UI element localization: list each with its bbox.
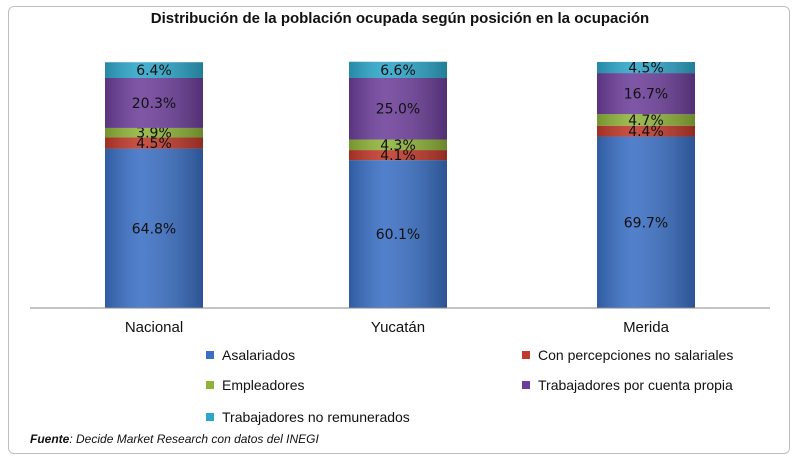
legend-swatch-empleadores [206, 381, 214, 389]
data-label-nacional-asalariados: 64.8% [132, 221, 176, 237]
bar-nacional-asalariados-shading [105, 148, 203, 308]
bar-nacional-trabajadores-por-cuenta-propia-shading [105, 77, 203, 128]
legend-label-con-percepciones: Con percepciones no salariales [538, 347, 734, 363]
data-label-yucatan-con-percepciones-no-salariales: 4.1% [380, 148, 416, 164]
source-label: Fuente [30, 432, 70, 446]
data-label-nacional-empleadores: 3.9% [136, 126, 172, 142]
legend-swatch-no-remunerados [206, 413, 214, 421]
legend-item-asalariados: Asalariados [206, 347, 295, 363]
legend-item-empleadores: Empleadores [206, 377, 305, 393]
data-label-yucatan-trabajadores-no-remunerados: 6.6% [380, 63, 416, 79]
data-label-yucatan-trabajadores-por-cuenta-propia: 25.0% [376, 102, 420, 118]
data-label-nacional-trabajadores-por-cuenta-propia: 20.3% [132, 96, 176, 112]
x-tick-label-merida: Merida [623, 319, 670, 336]
bar-nacional-trabajadores-no-remunerados-shading [105, 62, 203, 78]
x-tick-label-yucatan: Yucatán [371, 319, 425, 336]
data-label-nacional-trabajadores-no-remunerados: 6.4% [136, 63, 172, 79]
legend-swatch-asalariados [206, 351, 214, 359]
bar-nacional-empleadores-shading [105, 127, 203, 138]
source-note: Fuente: Decide Market Research con datos… [30, 432, 319, 446]
chart-title: Distribución de la población ocupada seg… [150, 10, 650, 27]
legend-swatch-con-percepciones [522, 351, 530, 359]
data-label-merida-con-percepciones-no-salariales: 4.4% [628, 124, 664, 140]
legend-swatch-cuenta-propia [522, 381, 530, 389]
bar-yucatan-trabajadores-no-remunerados-shading [349, 61, 447, 78]
data-label-merida-trabajadores-por-cuenta-propia: 16.7% [624, 87, 668, 103]
legend-item-con-percepciones: Con percepciones no salariales [522, 347, 733, 363]
bar-merida-trabajadores-por-cuenta-propia-shading [597, 73, 695, 115]
data-label-yucatan-empleadores: 4.3% [380, 138, 416, 154]
source-text: : Decide Market Research con datos del I… [69, 432, 319, 446]
legend-label-empleadores: Empleadores [222, 377, 305, 393]
data-label-nacional-con-percepciones-no-salariales: 4.5% [136, 136, 172, 152]
bar-merida-con-percepciones-no-salariales-shading [597, 125, 695, 137]
x-tick-label-nacional: Nacional [125, 319, 183, 336]
bar-yucatan-trabajadores-por-cuenta-propia-shading [349, 77, 447, 140]
bar-merida-empleadores-shading [597, 114, 695, 126]
legend-label-cuenta-propia: Trabajadores por cuenta propia [538, 377, 733, 393]
data-label-merida-empleadores: 4.7% [628, 113, 664, 129]
bar-yucatan-con-percepciones-no-salariales-shading [349, 150, 447, 161]
data-label-merida-trabajadores-no-remunerados: 4.5% [628, 61, 664, 77]
bar-nacional-con-percepciones-no-salariales-shading [105, 137, 203, 149]
legend-label-no-remunerados: Trabajadores no remunerados [222, 409, 410, 425]
data-label-yucatan-asalariados: 60.1% [376, 227, 420, 243]
legend-label-asalariados: Asalariados [222, 347, 296, 363]
data-label-merida-asalariados: 69.7% [624, 215, 668, 231]
bar-yucatan-asalariados-shading [349, 160, 447, 308]
bar-yucatan-empleadores-shading [349, 139, 447, 151]
bar-merida-trabajadores-no-remunerados-shading [597, 62, 695, 74]
legend-item-no-remunerados: Trabajadores no remunerados [206, 409, 410, 425]
bar-merida-asalariados-shading [597, 136, 695, 308]
legend-item-cuenta-propia: Trabajadores por cuenta propia [522, 377, 733, 393]
